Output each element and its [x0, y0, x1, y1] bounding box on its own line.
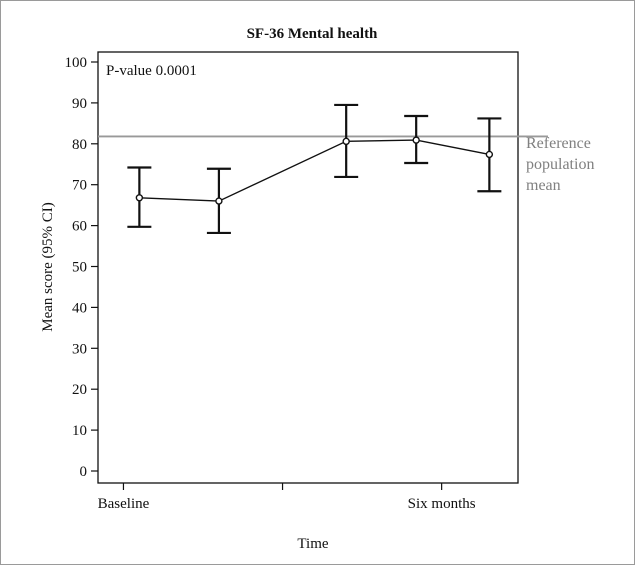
- data-point: [412, 136, 420, 144]
- y-tick-label: 50: [72, 260, 87, 276]
- p-value-annotation: P-value 0.0001: [106, 63, 197, 79]
- reference-line-group: Reference population mean: [98, 135, 594, 194]
- data-point: [485, 150, 494, 159]
- x-tick-label: Baseline: [98, 496, 150, 512]
- reference-label-line: mean: [526, 177, 561, 194]
- y-tick-label: 40: [72, 300, 87, 316]
- y-tick-label: 70: [72, 178, 87, 194]
- y-tick-label: 60: [72, 219, 87, 235]
- series-line: [139, 139, 490, 202]
- reference-label-line: Reference: [526, 135, 591, 152]
- y-tick-label: 90: [72, 96, 87, 112]
- data-point: [215, 197, 223, 205]
- data-point: [135, 194, 144, 202]
- reference-label-line: population: [526, 156, 594, 173]
- y-tick-label: 0: [80, 464, 88, 480]
- chart-title: SF-36 Mental health: [247, 26, 378, 42]
- y-axis-ticks: 0 10 20 30 40 50 60 70 80 90 100: [65, 55, 98, 480]
- x-tick-label: Six months: [408, 496, 476, 512]
- x-axis-label: Time: [297, 536, 328, 552]
- y-tick-label: 20: [72, 382, 87, 398]
- y-axis-label: Mean score (95% CI): [40, 202, 56, 332]
- plot-area: [97, 51, 519, 484]
- y-tick-label: 10: [72, 423, 87, 439]
- y-tick-label: 100: [65, 55, 88, 71]
- y-tick-label: 30: [72, 341, 87, 357]
- x-axis-ticks: Baseline Six months: [98, 483, 476, 512]
- series-group: [127, 103, 502, 235]
- data-point: [342, 137, 350, 146]
- y-tick-label: 80: [72, 137, 87, 153]
